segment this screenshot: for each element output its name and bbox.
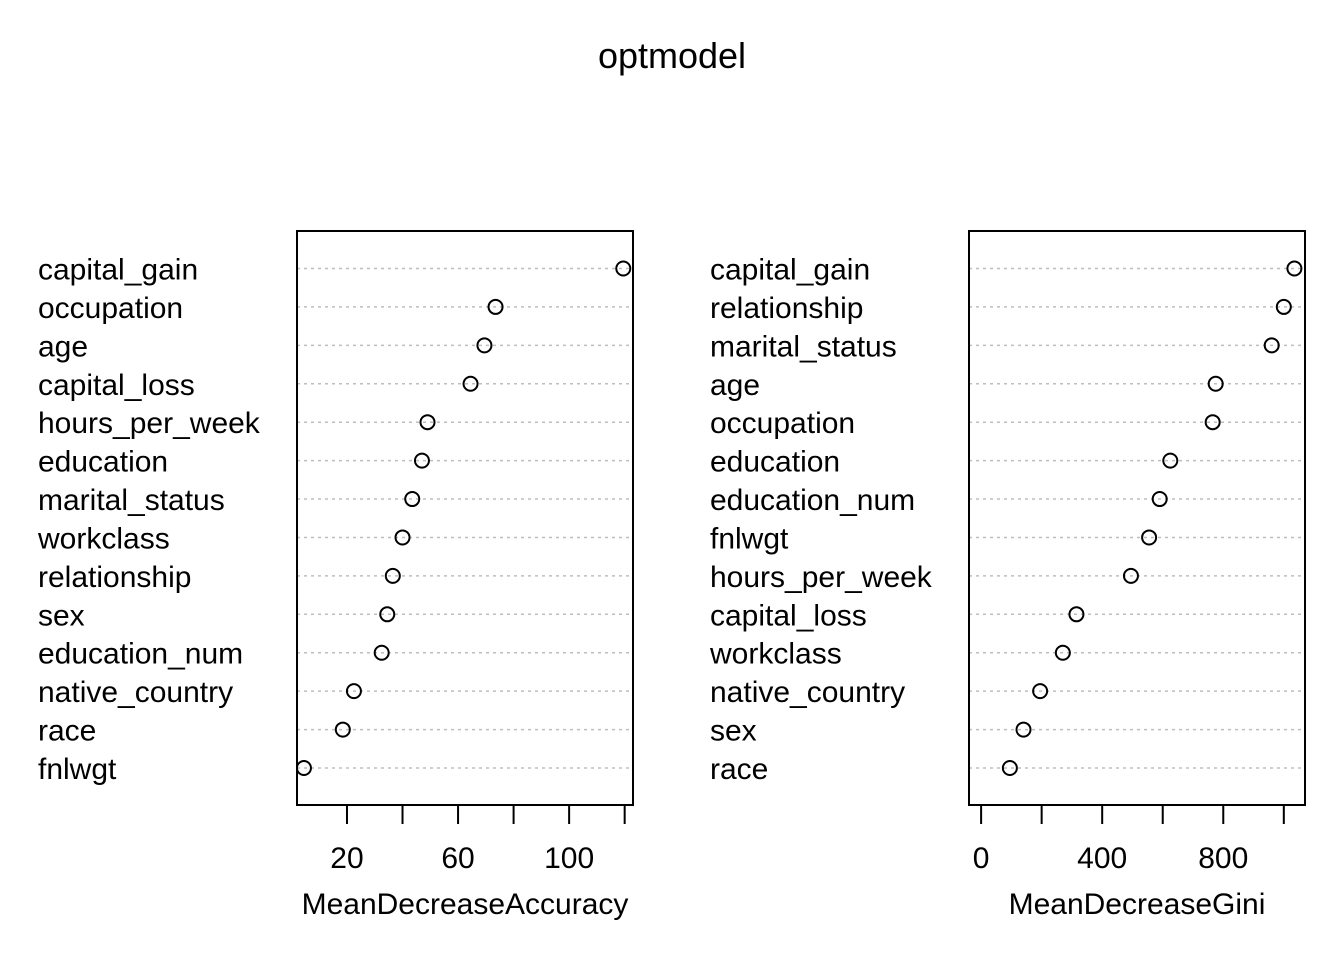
- category-label-education-num: education_num: [710, 484, 915, 517]
- data-point: [1015, 721, 1032, 738]
- chart-title: optmodel: [598, 35, 746, 76]
- data-point: [1032, 683, 1049, 700]
- category-label-education: education: [38, 446, 168, 479]
- category-label-sex: sex: [38, 599, 85, 632]
- data-point: [394, 529, 411, 546]
- data-point: [487, 298, 504, 315]
- data-point: [1141, 529, 1158, 546]
- category-label-native-country: native_country: [710, 676, 905, 709]
- x-tick-label: 100: [544, 842, 594, 875]
- data-point: [1275, 298, 1292, 315]
- data-point: [413, 452, 430, 469]
- x-tick-label: 0: [973, 842, 990, 875]
- category-label-occupation: occupation: [38, 292, 183, 325]
- data-point: [404, 491, 421, 508]
- plot-frame: [968, 230, 1306, 806]
- data-point: [1162, 452, 1179, 469]
- category-label-workclass: workclass: [37, 522, 170, 555]
- category-label-capital-gain: capital_gain: [710, 254, 870, 287]
- category-label-hours-per-week: hours_per_week: [710, 561, 933, 594]
- data-point: [1204, 414, 1221, 431]
- data-point: [1068, 606, 1085, 623]
- category-label-race: race: [38, 715, 96, 748]
- category-label-education-num: education_num: [38, 638, 243, 671]
- category-label-education: education: [710, 446, 840, 479]
- category-label-sex: sex: [710, 715, 757, 748]
- accuracy-panel: capital_gain occupation age capital_losshou…: [37, 230, 634, 921]
- data-point: [1001, 760, 1018, 776]
- data-point: [419, 414, 436, 431]
- x-tick-label: 20: [330, 842, 363, 875]
- x-axis-label: MeanDecreaseGini: [1009, 888, 1266, 921]
- data-point: [1263, 337, 1280, 354]
- data-point: [1286, 260, 1303, 277]
- x-tick-label: 400: [1077, 842, 1127, 875]
- category-label-marital-status: marital_status: [38, 484, 225, 517]
- x-tick-label: 60: [441, 842, 474, 875]
- category-label-fnlwgt: fnlwgt: [710, 522, 789, 555]
- data-point: [373, 644, 390, 661]
- category-label-marital-status: marital_status: [710, 330, 897, 363]
- category-label-occupation: occupation: [710, 407, 855, 440]
- data-point: [334, 721, 351, 738]
- category-label-capital-loss: capital_loss: [38, 369, 195, 402]
- category-label-race: race: [710, 753, 768, 786]
- category-label-age: age: [710, 369, 760, 402]
- category-label-capital-gain: capital_gain: [38, 254, 198, 287]
- category-label-workclass: workclass: [709, 638, 842, 671]
- category-label-capital-loss: capital_loss: [710, 599, 867, 632]
- x-tick-label: 800: [1198, 842, 1248, 875]
- data-point: [476, 337, 493, 354]
- category-label-native-country: native_country: [38, 676, 233, 709]
- data-point: [615, 260, 632, 277]
- x-axis-label: MeanDecreaseAccuracy: [302, 888, 629, 921]
- category-label-fnlwgt: fnlwgt: [38, 753, 117, 786]
- data-point: [1207, 375, 1224, 392]
- data-point: [345, 683, 362, 700]
- data-point: [462, 375, 479, 392]
- category-label-relationship: relationship: [710, 292, 863, 325]
- data-point: [384, 567, 401, 584]
- category-label-relationship: relationship: [38, 561, 191, 594]
- data-point: [1122, 567, 1139, 584]
- data-point: [379, 606, 396, 623]
- plot-frame: [296, 230, 634, 806]
- category-label-hours-per-week: hours_per_week: [38, 407, 261, 440]
- data-point: [1054, 644, 1071, 661]
- category-label-age: age: [38, 330, 88, 363]
- gini-panel: capital_gain relationship marital_statusag…: [709, 230, 1306, 921]
- data-point: [1151, 491, 1168, 508]
